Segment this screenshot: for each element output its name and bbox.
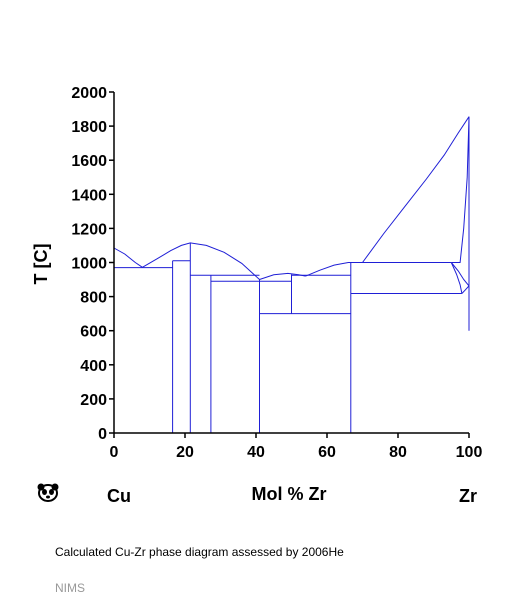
boundary-liquidus-zr-side	[305, 262, 363, 277]
y-tick-label: 1400	[71, 187, 107, 204]
boundary-solidus-zr	[451, 116, 470, 263]
axes	[109, 91, 470, 438]
x-tick-label: 0	[110, 444, 119, 461]
x-tick-label: 20	[176, 444, 194, 461]
boundary-liquidus-cu	[113, 247, 143, 268]
y-tick-label: 1200	[71, 221, 107, 238]
x-tick-label: 40	[247, 444, 265, 461]
boundary-liquidus-mid	[142, 242, 260, 280]
figure-caption: Calculated Cu-Zr phase diagram assessed …	[55, 545, 344, 559]
tick-labels: 0 200 400 600 800 1000 1200 1400 1600 1800 2000 0 20…	[71, 85, 482, 461]
boundary-solvus-zr	[450, 262, 463, 294]
x-tick-label: 60	[318, 444, 336, 461]
y-tick-label: 2000	[71, 85, 107, 102]
boundary-liquidus-low	[259, 272, 306, 280]
y-tick-label: 1800	[71, 119, 107, 136]
y-tick-label: 800	[80, 290, 107, 307]
y-tick-label: 1000	[71, 256, 107, 273]
x-tick-label: 100	[456, 444, 483, 461]
phase-diagram-chart: 0 200 400 600 800 1000 1200 1400 1600 1800 2000 0 20…	[31, 85, 482, 506]
x-axis-title: Mol % Zr	[252, 484, 327, 504]
y-tick-label: 600	[80, 324, 107, 341]
y-tick-label: 400	[80, 358, 107, 375]
y-tick-label: 0	[98, 426, 107, 443]
boundary-liquidus-zr	[362, 116, 470, 263]
nims-panda-icon	[37, 483, 59, 502]
element-left-label: Cu	[107, 486, 131, 506]
y-tick-label: 1600	[71, 153, 107, 170]
phase-boundaries	[113, 116, 470, 433]
x-tick-label: 80	[389, 444, 407, 461]
y-axis-title: T [C]	[31, 244, 51, 285]
y-tick-label: 200	[80, 392, 107, 409]
element-right-label: Zr	[459, 486, 477, 506]
boundary-solidus-bcc	[450, 262, 470, 287]
source-label: NIMS	[55, 581, 85, 595]
boundary-hcp-boundary	[461, 285, 470, 294]
